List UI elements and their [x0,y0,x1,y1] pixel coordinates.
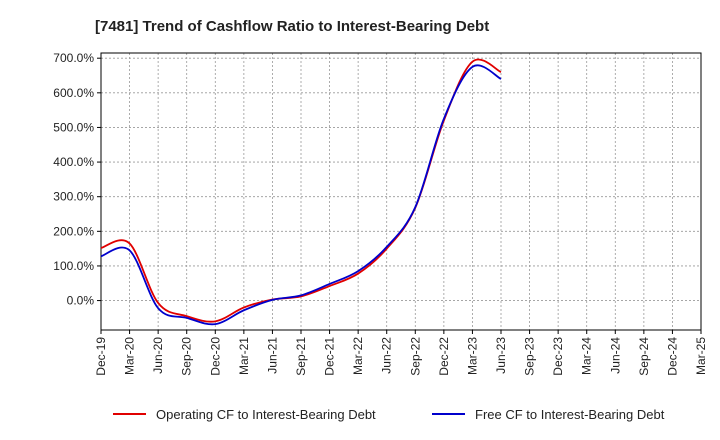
y-axis: 0.0% 100.0% 200.0% 300.0% 400.0% 500.0% 600.0%… [53,51,101,308]
x-tick-label: Sep-23 [523,337,537,376]
x-axis: Dec-19 Mar-20 Jun-20 Sep-20 Dec-20 Mar-21 Jun-… [94,330,708,376]
y-tick-label: 600.0% [53,86,94,100]
y-tick-label: 500.0% [53,120,94,134]
chart-title: [7481] Trend of Cashflow Ratio to Intere… [95,18,489,35]
x-tick-label: Dec-19 [94,337,108,376]
y-tick-label: 300.0% [53,190,94,204]
y-tick-label: 700.0% [53,51,94,65]
x-tick-label: Mar-20 [123,337,137,375]
y-tick-label: 0.0% [67,294,95,308]
x-tick-label: Jun-22 [380,337,394,374]
x-tick-label: Mar-24 [580,337,594,375]
x-tick-label: Dec-23 [551,337,565,376]
plot-frame [100,52,702,331]
series-line-2 [100,64,502,326]
x-tick-label: Mar-22 [351,337,365,375]
y-tick-label: 200.0% [53,224,94,238]
x-tick-label: Dec-22 [437,337,451,376]
x-tick-label: Mar-25 [694,337,708,375]
x-tick-label: Jun-20 [151,337,165,374]
x-tick-label: Mar-23 [465,337,479,375]
x-tick-label: Dec-21 [323,337,337,376]
x-tick-label: Mar-21 [237,337,251,375]
x-tick-label: Sep-20 [180,337,194,376]
legend-label: Operating CF to Interest-Bearing Debt [156,407,376,422]
x-tick-label: Dec-24 [665,337,679,376]
grid [101,53,701,330]
x-tick-label: Jun-24 [608,337,622,374]
x-tick-label: Jun-23 [494,337,508,374]
x-tick-label: Sep-21 [294,337,308,376]
legend: Operating CF to Interest-Bearing Debt Fre… [113,407,665,422]
x-tick-label: Sep-22 [408,337,422,376]
series-group [100,58,502,326]
y-tick-label: 400.0% [53,155,94,169]
x-tick-label: Dec-20 [208,337,222,376]
legend-label: Free CF to Interest-Bearing Debt [475,407,665,422]
x-tick-label: Jun-21 [265,337,279,374]
y-tick-label: 100.0% [53,259,94,273]
x-tick-label: Sep-24 [637,337,651,376]
